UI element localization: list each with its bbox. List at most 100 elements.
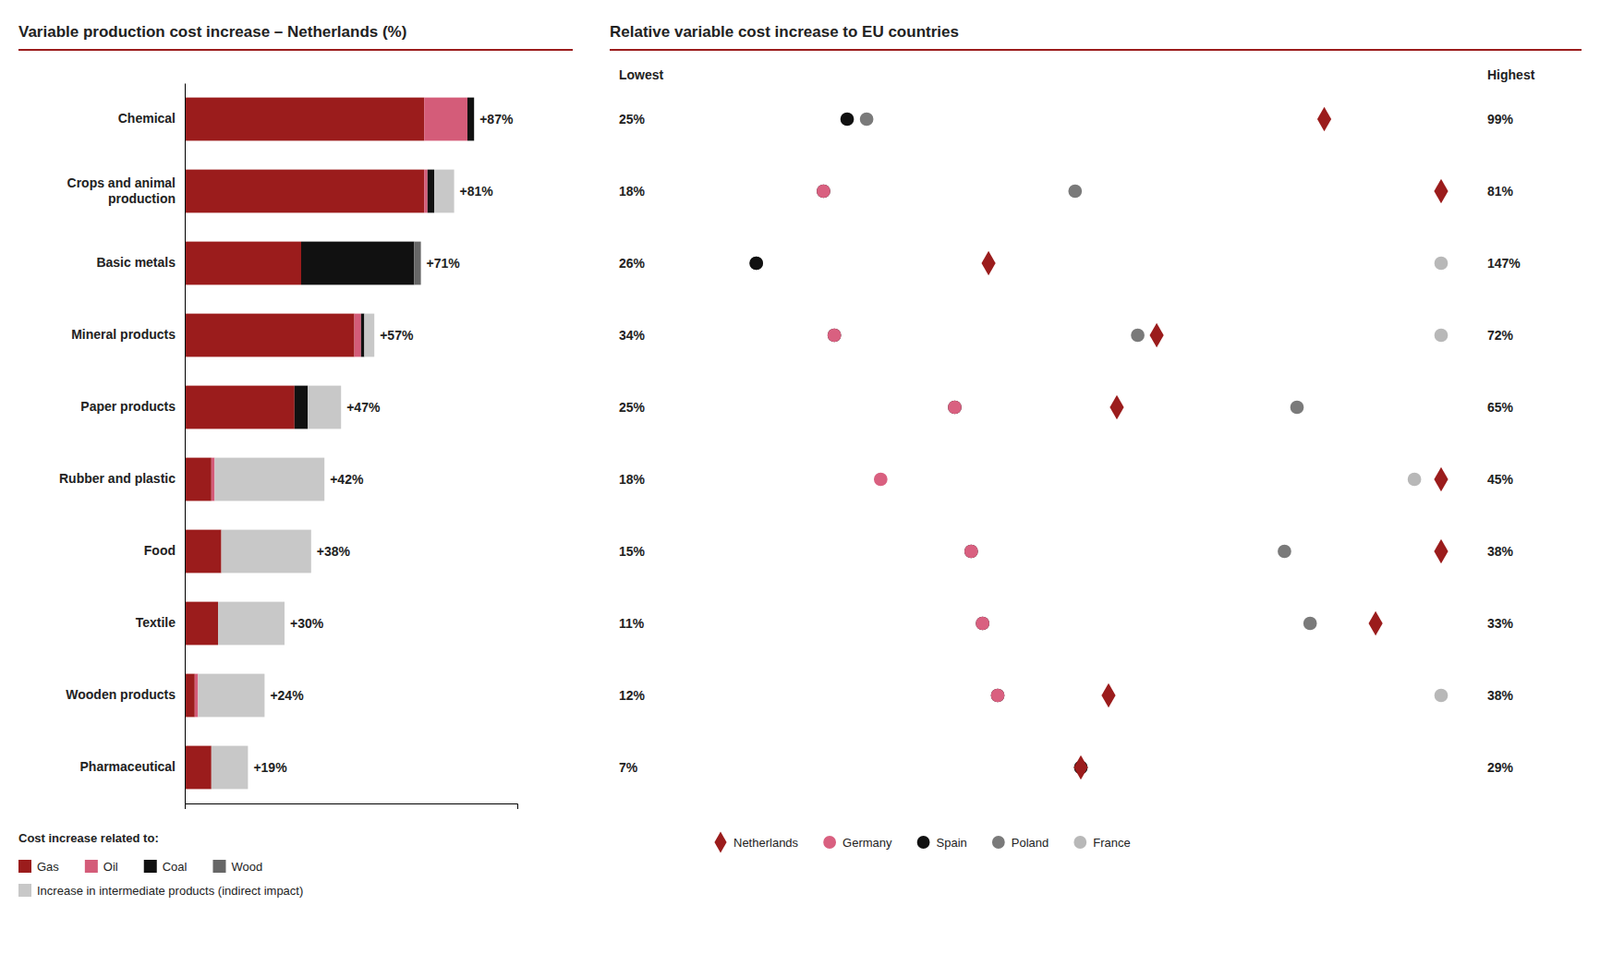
dot: [1303, 617, 1318, 631]
y-tick-label: Basic metals: [96, 254, 176, 270]
dot: [816, 184, 831, 199]
bar: [427, 169, 435, 214]
dot: [1290, 400, 1305, 415]
x-axis-domain: [185, 804, 519, 811]
highest-label: 81%: [1487, 183, 1515, 199]
dot: [1433, 539, 1448, 564]
total-label: +81%: [460, 183, 495, 199]
y-tick-label: Chemical: [118, 110, 176, 126]
legend-item: Spain: [917, 836, 968, 850]
range-header: Highest: [1487, 67, 1536, 83]
bar: [363, 314, 375, 358]
y-tick: Food: [144, 543, 185, 558]
bar: [184, 530, 222, 574]
highest-label: 147%: [1487, 255, 1521, 271]
dot: [1067, 184, 1082, 199]
dot: [947, 400, 962, 415]
legend-item: Increase in intermediate products (indir…: [18, 884, 304, 898]
dot: [975, 617, 990, 631]
legend: Cost increase related to:GasOilCoalWoodI…: [18, 831, 304, 898]
legend-item: Oil: [84, 860, 119, 874]
legend-swatch: [18, 884, 32, 897]
bar: [184, 386, 295, 430]
y-axis: Chemical Crops and animalproduction Basic …: [59, 84, 186, 805]
lowest-label: 18%: [618, 472, 646, 487]
bar: [354, 314, 362, 358]
lowest-label: 34%: [618, 327, 646, 343]
bar: [184, 674, 195, 718]
lowest-label: 11%: [618, 616, 645, 631]
bar: [473, 97, 475, 142]
total-label: +19%: [253, 760, 288, 776]
legend-symbol: [714, 832, 727, 854]
dot: [827, 328, 842, 343]
dot: [964, 545, 979, 559]
dot: [1434, 328, 1449, 343]
legend-swatch: [212, 860, 226, 873]
bar: [473, 97, 475, 142]
lowest-label: 26%: [618, 255, 646, 271]
dot: [991, 689, 1006, 704]
dot: [1433, 467, 1448, 492]
legend-label: Germany: [842, 836, 893, 850]
bar-series: [413, 242, 421, 286]
total-label: +57%: [379, 327, 414, 343]
legend-item: Netherlands: [714, 832, 799, 854]
highest-label: 99%: [1487, 111, 1515, 127]
highest-label: 38%: [1487, 544, 1515, 559]
bar: [361, 314, 365, 358]
y-tick: Rubber and plastic: [59, 471, 185, 486]
bar: [211, 458, 216, 502]
chart-title: Relative variable cost increase to EU co…: [609, 23, 959, 41]
legend-label: Increase in intermediate products (indir…: [36, 884, 304, 898]
y-tick: Basic metals: [96, 254, 185, 270]
total-label: +87%: [479, 111, 514, 127]
bar: [413, 242, 421, 286]
y-tick: Wooden products: [65, 687, 185, 703]
y-tick: Pharmaceutical: [80, 759, 186, 775]
bar: [301, 242, 414, 286]
dot: [1434, 256, 1449, 271]
y-tick-label: Textile: [135, 615, 177, 631]
lowest-label: 15%: [618, 544, 646, 559]
highest-label: 72%: [1487, 327, 1515, 343]
total-label: +38%: [316, 544, 352, 559]
total-labels: +87%+81%+71%+57%+47%+42%+38%+30%+24%+19%: [253, 111, 514, 776]
total-label: +47%: [346, 400, 381, 415]
chart-title: Variable production cost increase – Neth…: [18, 23, 407, 41]
legend-item: France: [1073, 836, 1130, 850]
y-tick-label: Crops and animalproduction: [67, 175, 176, 207]
dot: [749, 256, 764, 271]
total-label: +42%: [329, 472, 364, 487]
legend-symbol: [917, 836, 931, 849]
bar: [221, 530, 312, 574]
bar: [184, 314, 355, 358]
bar-series: [194, 97, 468, 718]
highest-label: 38%: [1487, 688, 1515, 704]
dot: [1434, 689, 1449, 704]
highest-label: 45%: [1487, 472, 1515, 487]
bar: [424, 97, 468, 142]
bar: [218, 602, 285, 646]
y-axis-domain: [184, 84, 186, 805]
y-tick-label: Mineral products: [71, 327, 176, 342]
highest-label: 65%: [1487, 400, 1515, 415]
y-tick: Chemical: [118, 110, 185, 126]
legend-swatch: [84, 860, 98, 873]
legend-item: Coal: [144, 860, 188, 874]
highest-label: 29%: [1487, 760, 1515, 776]
dot: [1407, 472, 1422, 487]
bar: [420, 242, 422, 286]
total-label: +24%: [269, 688, 304, 704]
dot-series: [816, 184, 1005, 704]
dot: [1277, 545, 1292, 559]
total-label: +30%: [290, 616, 325, 631]
dot: [873, 472, 888, 487]
dot: [1109, 395, 1124, 420]
title-rule: [18, 48, 573, 51]
legend-symbol: [992, 836, 1006, 849]
legend-label: Coal: [162, 860, 188, 874]
dot: [827, 328, 842, 343]
legend: NetherlandsGermanySpainPolandFrance: [714, 832, 1130, 854]
bar-series: [184, 97, 425, 790]
